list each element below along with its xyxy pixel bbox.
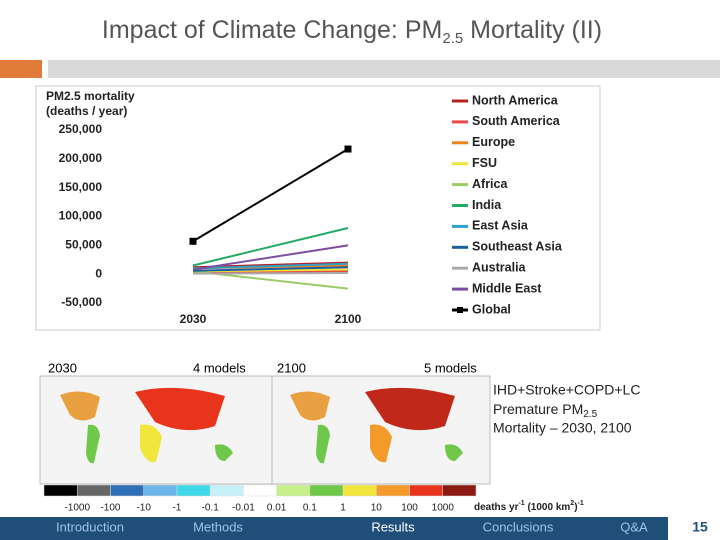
scale-swatch xyxy=(43,484,78,497)
scale-swatch xyxy=(143,484,178,497)
legend-label: East Asia xyxy=(472,219,529,233)
scale-swatch xyxy=(409,484,444,497)
scale-label: -1000 xyxy=(64,503,90,514)
nav-bar xyxy=(0,517,668,540)
scale-label: -0.1 xyxy=(202,503,220,514)
nav-item[interactable]: Introduction xyxy=(56,519,124,534)
series-line xyxy=(192,272,349,275)
scale-label: 1000 xyxy=(432,503,455,514)
legend-label: Australia xyxy=(472,260,527,274)
scale-swatch xyxy=(76,484,111,497)
scale-swatch xyxy=(309,484,344,497)
y-tick-label: 50,000 xyxy=(65,238,102,252)
page-number: 15 xyxy=(692,519,708,535)
unit-text: (1000 km xyxy=(525,502,571,513)
scale-swatch xyxy=(342,484,377,497)
legend-label: Europe xyxy=(472,135,515,149)
title-text: Mortality (II) xyxy=(463,16,602,44)
y-axis-label: (deaths / year) xyxy=(46,104,127,118)
nav-item[interactable]: Q&A xyxy=(620,519,648,534)
point-marker xyxy=(344,145,352,153)
y-tick-label: 150,000 xyxy=(59,180,103,194)
scale-unit: deaths yr-1 (1000 km2)-1 xyxy=(474,500,584,513)
legend-label: North America xyxy=(472,93,559,107)
scale-swatch xyxy=(110,484,144,497)
y-axis-label: PM2.5 mortality xyxy=(46,89,135,103)
caption-subscript: 2.5 xyxy=(583,409,597,420)
chart-frame xyxy=(35,85,601,331)
nav-item[interactable]: Results xyxy=(371,519,415,534)
accent-bar xyxy=(0,60,42,78)
unit-sup: 2 xyxy=(570,500,574,507)
legend-label: Global xyxy=(472,302,511,316)
title-text: Impact of Climate Change: PM xyxy=(102,16,442,44)
scale-label: -10 xyxy=(136,503,151,514)
caption-text: Premature PM xyxy=(493,401,583,417)
legend-marker xyxy=(457,307,463,313)
caption: IHD+Stroke+COPD+LC Premature PM2.5 Morta… xyxy=(493,382,640,436)
color-scale: -1000 -100 -10 -1 -0.1 -0.01 0.01 0.1 1 10 100 1000 xyxy=(43,484,477,514)
map-label: 5 models xyxy=(424,360,477,375)
nav-item[interactable]: Methods xyxy=(193,519,243,534)
legend-label: Africa xyxy=(472,177,508,191)
caption-line: IHD+Stroke+COPD+LC xyxy=(493,382,640,398)
unit-text: deaths yr xyxy=(474,502,519,513)
map-label: 2100 xyxy=(277,360,306,375)
map-land xyxy=(60,387,463,464)
scale-swatch xyxy=(442,484,477,497)
y-tick-label: 200,000 xyxy=(59,151,103,165)
scale-swatch xyxy=(243,484,277,497)
legend-label: South America xyxy=(472,114,561,128)
y-tick-label: 0 xyxy=(95,266,102,280)
series-line xyxy=(192,270,349,274)
y-tick-label: -50,000 xyxy=(61,295,102,309)
series-line xyxy=(192,266,349,272)
slide-title: Impact of Climate Change: PM2.5 Mortalit… xyxy=(102,16,602,47)
unit-sup: -1 xyxy=(578,500,584,507)
scale-swatch xyxy=(376,484,410,497)
scale-label: 0.01 xyxy=(267,503,287,514)
legend-label: Southeast Asia xyxy=(472,240,563,254)
scale-label: -100 xyxy=(100,503,120,514)
nav-item[interactable]: Conclusions xyxy=(483,519,554,534)
map-label: 4 models xyxy=(193,360,246,375)
unit-sup: -1 xyxy=(518,500,524,507)
scale-label: 0.1 xyxy=(303,503,317,514)
caption-line: Mortality – 2030, 2100 xyxy=(493,420,632,436)
series-line xyxy=(192,227,349,267)
scale-label: -1 xyxy=(172,503,181,514)
scale-label: -0.01 xyxy=(232,503,255,514)
x-tick-label: 2030 xyxy=(180,312,207,326)
series-line xyxy=(192,262,349,270)
legend-label: India xyxy=(472,198,502,212)
scale-label: 10 xyxy=(371,503,383,514)
x-tick-label: 2100 xyxy=(335,312,362,326)
title-subscript: 2.5 xyxy=(442,30,463,47)
scale-label: 1 xyxy=(340,503,346,514)
series-line xyxy=(192,244,349,271)
map-label: 2030 xyxy=(48,360,77,375)
scale-swatch xyxy=(209,484,244,497)
y-tick-label: 250,000 xyxy=(59,122,103,136)
scale-swatch xyxy=(276,484,311,497)
legend-label: Middle East xyxy=(472,281,542,295)
header-bar xyxy=(48,60,720,78)
maps: 2030 4 models 2100 5 models xyxy=(39,360,491,485)
caption-line: Premature PM2.5 xyxy=(493,401,598,420)
scale-label: 100 xyxy=(401,503,418,514)
y-tick-label: 100,000 xyxy=(59,209,103,223)
legend-label: FSU xyxy=(472,156,497,170)
scale-swatch xyxy=(176,484,211,497)
line-chart: PM2.5 mortality(deaths / year) -50,000 0 50… xyxy=(46,89,563,326)
unit-text: ) xyxy=(574,502,577,513)
series-line xyxy=(192,148,349,243)
point-marker xyxy=(189,237,197,245)
